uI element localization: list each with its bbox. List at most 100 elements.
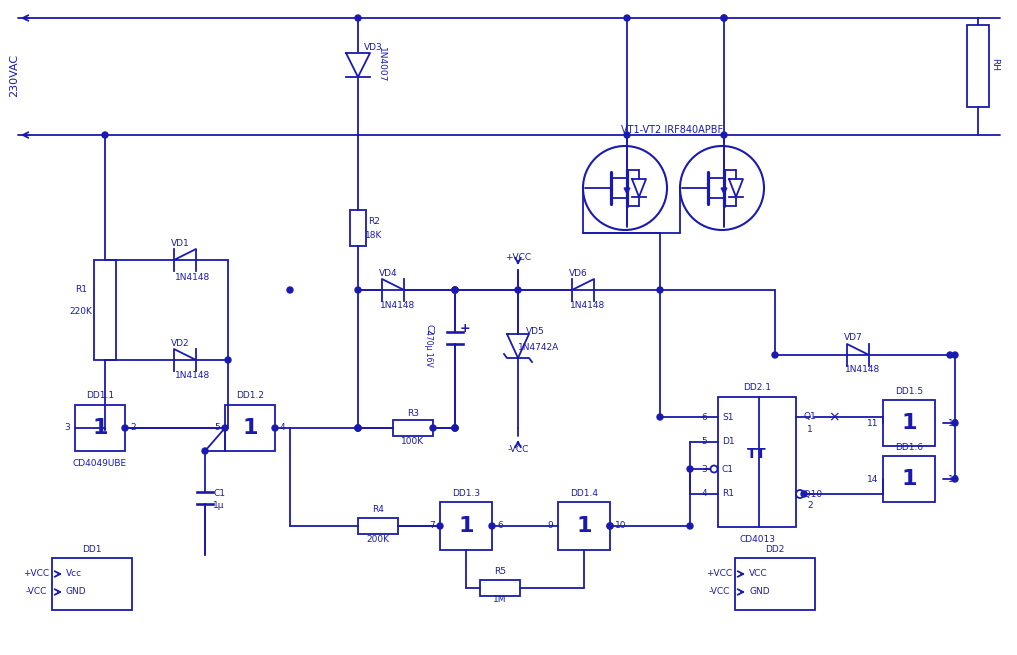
Text: 1: 1 — [807, 424, 813, 434]
Text: DD1.1: DD1.1 — [86, 392, 114, 400]
Text: 11: 11 — [866, 419, 878, 428]
Circle shape — [452, 425, 458, 431]
Text: VD5: VD5 — [526, 328, 544, 337]
Bar — [883, 456, 935, 502]
Text: CD4049UBE: CD4049UBE — [73, 458, 127, 468]
Circle shape — [225, 357, 231, 363]
Circle shape — [657, 287, 663, 293]
Text: DD1: DD1 — [82, 544, 102, 553]
Bar — [94, 260, 116, 360]
Circle shape — [687, 466, 693, 472]
Circle shape — [452, 287, 458, 293]
Text: 1N4148: 1N4148 — [175, 274, 211, 282]
Bar — [52, 558, 132, 610]
Circle shape — [430, 425, 436, 431]
Text: 100K: 100K — [402, 436, 424, 445]
Circle shape — [721, 15, 727, 21]
Text: DD1.3: DD1.3 — [452, 489, 480, 498]
Circle shape — [355, 425, 361, 431]
Text: VD6: VD6 — [569, 269, 588, 278]
Text: 1N4007: 1N4007 — [376, 47, 385, 83]
Text: R1: R1 — [722, 489, 734, 498]
Text: 15: 15 — [948, 474, 959, 483]
Text: -VCC: -VCC — [507, 445, 529, 455]
Circle shape — [122, 425, 128, 431]
Text: R5: R5 — [494, 567, 506, 576]
Text: 10: 10 — [615, 521, 626, 531]
Text: 6: 6 — [701, 413, 707, 422]
Text: R4: R4 — [372, 506, 384, 514]
Text: ×: × — [828, 410, 840, 424]
Circle shape — [952, 476, 958, 482]
Text: 1N4148: 1N4148 — [571, 301, 606, 310]
Text: 1N4148: 1N4148 — [845, 365, 881, 375]
Circle shape — [796, 490, 804, 498]
Text: VD4: VD4 — [378, 269, 398, 278]
Circle shape — [607, 523, 613, 529]
Circle shape — [515, 287, 521, 293]
Circle shape — [489, 523, 495, 529]
Text: GND: GND — [66, 588, 86, 597]
Text: 1μ: 1μ — [214, 502, 225, 510]
Text: D1: D1 — [722, 438, 734, 447]
Text: Vcc: Vcc — [66, 569, 82, 578]
Circle shape — [624, 132, 630, 138]
Text: TT: TT — [747, 447, 767, 461]
Text: DD2: DD2 — [766, 544, 785, 553]
Text: 6: 6 — [497, 521, 502, 531]
Text: 3: 3 — [701, 464, 707, 474]
Text: 200K: 200K — [366, 536, 390, 544]
Bar — [735, 558, 815, 610]
Text: -VCC: -VCC — [25, 588, 47, 597]
Circle shape — [657, 414, 663, 420]
Text: DD1.6: DD1.6 — [895, 443, 923, 451]
Text: VD7: VD7 — [844, 333, 862, 343]
Bar — [225, 405, 275, 451]
Bar — [75, 405, 125, 451]
Text: C1: C1 — [213, 489, 225, 498]
Bar — [883, 400, 935, 446]
Text: VCC: VCC — [749, 569, 768, 578]
Text: C2: C2 — [424, 324, 433, 335]
Text: VT1-VT2 IRF840APBF: VT1-VT2 IRF840APBF — [621, 125, 723, 135]
Circle shape — [801, 491, 807, 497]
Text: S1: S1 — [722, 413, 733, 422]
Circle shape — [222, 425, 228, 431]
Circle shape — [272, 425, 278, 431]
Bar — [393, 420, 433, 436]
Circle shape — [583, 146, 667, 230]
Text: -Q10: -Q10 — [801, 489, 823, 498]
Text: 5: 5 — [215, 424, 220, 432]
Circle shape — [624, 15, 630, 21]
Text: 1M: 1M — [493, 595, 506, 605]
Text: 1: 1 — [901, 469, 916, 489]
Text: C1: C1 — [722, 464, 734, 474]
Text: +VCC: +VCC — [504, 253, 531, 263]
Circle shape — [721, 15, 727, 21]
Circle shape — [452, 425, 458, 431]
Text: 4: 4 — [701, 489, 707, 498]
Text: CD4013: CD4013 — [739, 536, 775, 544]
Text: 1: 1 — [93, 418, 108, 438]
Circle shape — [102, 132, 108, 138]
Bar — [967, 25, 989, 107]
Bar — [440, 502, 492, 550]
Circle shape — [437, 523, 443, 529]
Text: 1: 1 — [242, 418, 257, 438]
Circle shape — [772, 352, 778, 358]
Text: GND: GND — [749, 588, 770, 597]
Text: 230VAC: 230VAC — [9, 54, 19, 96]
Circle shape — [355, 425, 361, 431]
Text: VD1: VD1 — [171, 240, 189, 248]
Text: Q1: Q1 — [803, 413, 817, 422]
Text: R1: R1 — [75, 286, 87, 295]
Text: DD1.5: DD1.5 — [895, 386, 923, 396]
Text: 7: 7 — [429, 521, 435, 531]
Text: +VCC: +VCC — [23, 569, 49, 578]
Bar — [350, 210, 366, 246]
Text: R2: R2 — [368, 217, 380, 225]
Text: DD1.2: DD1.2 — [236, 392, 264, 400]
Text: VD2: VD2 — [171, 339, 189, 348]
Text: 2: 2 — [130, 424, 135, 432]
Text: -VCC: -VCC — [708, 588, 729, 597]
